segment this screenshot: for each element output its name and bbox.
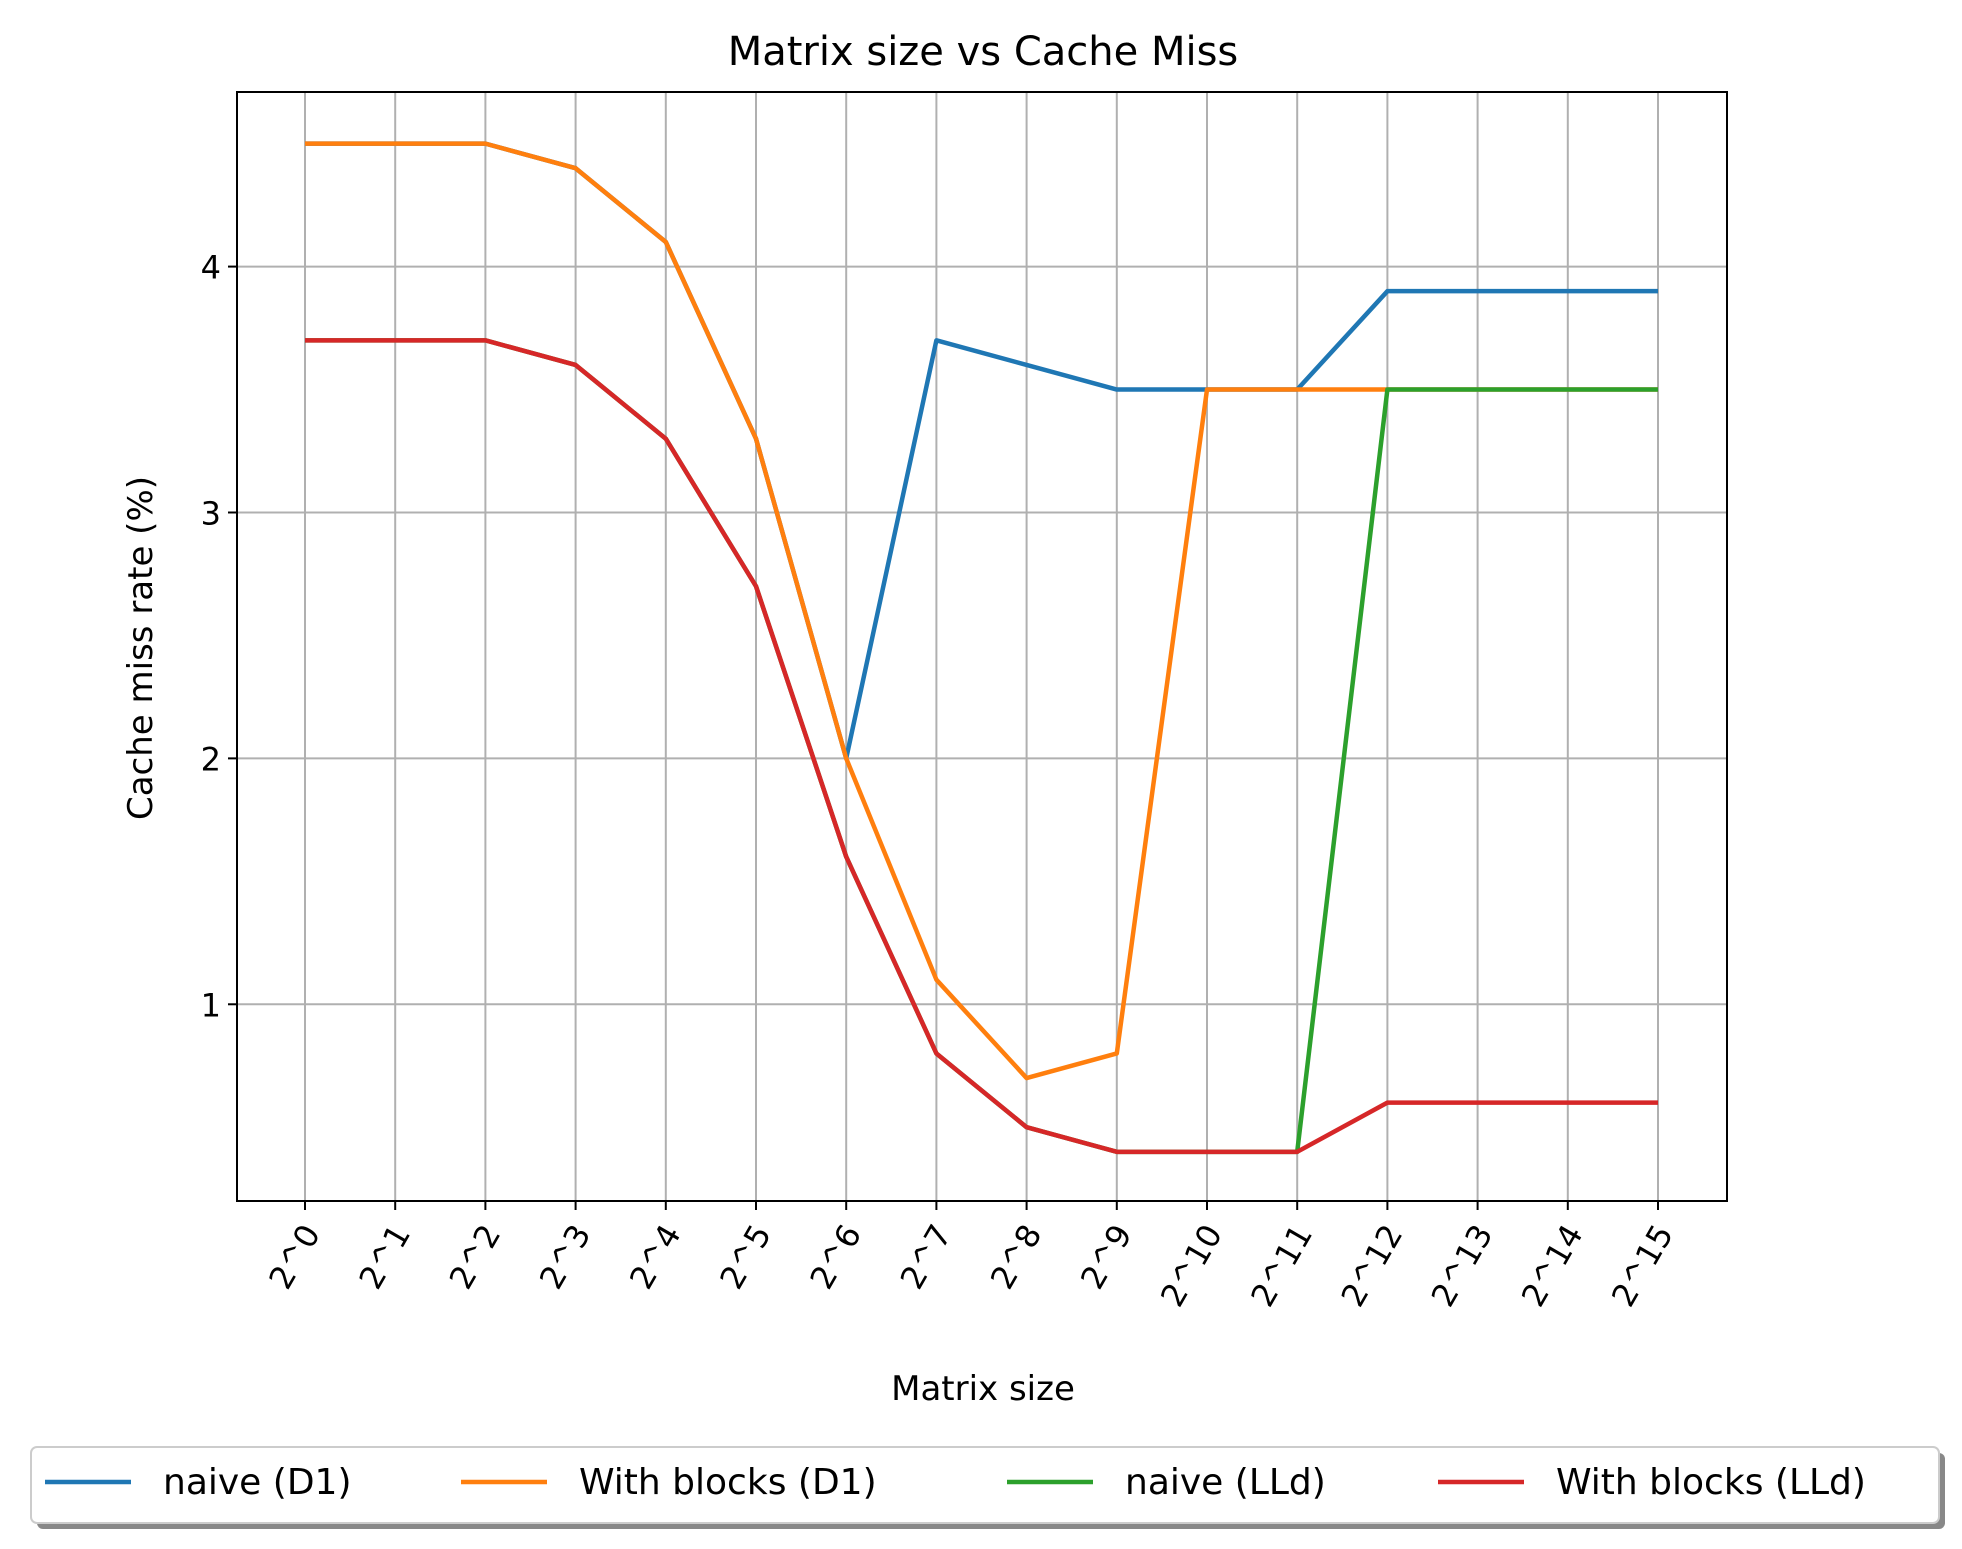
legend-label: naive (D1) xyxy=(163,1462,352,1503)
legend-label: naive (LLd) xyxy=(1125,1462,1326,1503)
y-tick-label: 2 xyxy=(201,740,221,778)
y-tick-label: 4 xyxy=(201,249,221,287)
legend: naive (D1) With blocks (D1) naive (LLd) Wit… xyxy=(30,1446,1945,1529)
legend-box xyxy=(30,1446,1940,1524)
y-tick-label: 1 xyxy=(201,986,221,1024)
plot-frame xyxy=(236,91,1728,1202)
series-line-4 xyxy=(305,338,1658,1155)
series-lines xyxy=(305,141,1658,1155)
legend-label: With blocks (LLd) xyxy=(1556,1462,1866,1503)
grid xyxy=(237,92,1727,1201)
legend-label: With blocks (D1) xyxy=(579,1462,877,1503)
x-axis-label: Matrix size xyxy=(891,1369,1075,1409)
y-axis-label: Cache miss rate (%) xyxy=(121,476,161,820)
chart-title: Matrix size vs Cache Miss xyxy=(728,29,1239,75)
y-tick-label: 3 xyxy=(201,494,221,532)
